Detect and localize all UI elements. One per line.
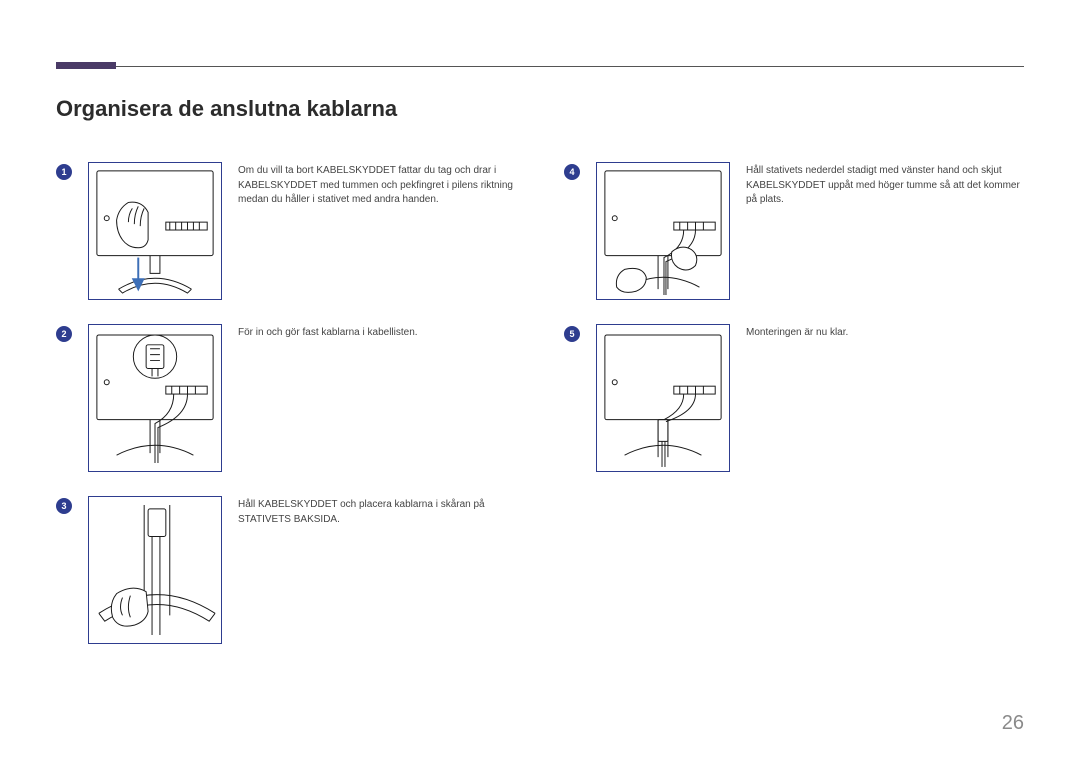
step-3-text: Håll KABELSKYDDET och placera kablarna i… xyxy=(238,496,516,527)
step-4: 4 xyxy=(564,162,1024,300)
step-3: 3 xyxy=(56,496,516,644)
step-1-text: Om du vill ta bort KABELSKYDDET fattar d… xyxy=(238,162,516,208)
page-number: 26 xyxy=(1002,712,1024,735)
section-heading: Organisera de anslutna kablarna xyxy=(56,96,397,122)
step-number-badge: 1 xyxy=(56,164,72,180)
step-5: 5 xyxy=(564,324,1024,472)
top-divider-accent xyxy=(56,62,116,69)
step-number-badge: 3 xyxy=(56,498,72,514)
page: Organisera de anslutna kablarna 1 xyxy=(0,0,1080,763)
step-number-badge: 4 xyxy=(564,164,580,180)
step-number-badge: 2 xyxy=(56,326,72,342)
step-1-illustration xyxy=(88,162,222,300)
column-left: 1 xyxy=(56,162,516,703)
step-5-text: Monteringen är nu klar. xyxy=(746,324,1024,341)
step-number-badge: 5 xyxy=(564,326,580,342)
step-5-illustration xyxy=(596,324,730,472)
step-2-illustration xyxy=(88,324,222,472)
step-2-text: För in och gör fast kablarna i kabellist… xyxy=(238,324,516,341)
step-4-text: Håll stativets nederdel stadigt med väns… xyxy=(746,162,1024,208)
top-divider xyxy=(56,66,1024,67)
step-3-illustration xyxy=(88,496,222,644)
step-1: 1 xyxy=(56,162,516,300)
content-columns: 1 xyxy=(56,162,1024,703)
column-right: 4 xyxy=(564,162,1024,703)
step-2: 2 xyxy=(56,324,516,472)
step-4-illustration xyxy=(596,162,730,300)
